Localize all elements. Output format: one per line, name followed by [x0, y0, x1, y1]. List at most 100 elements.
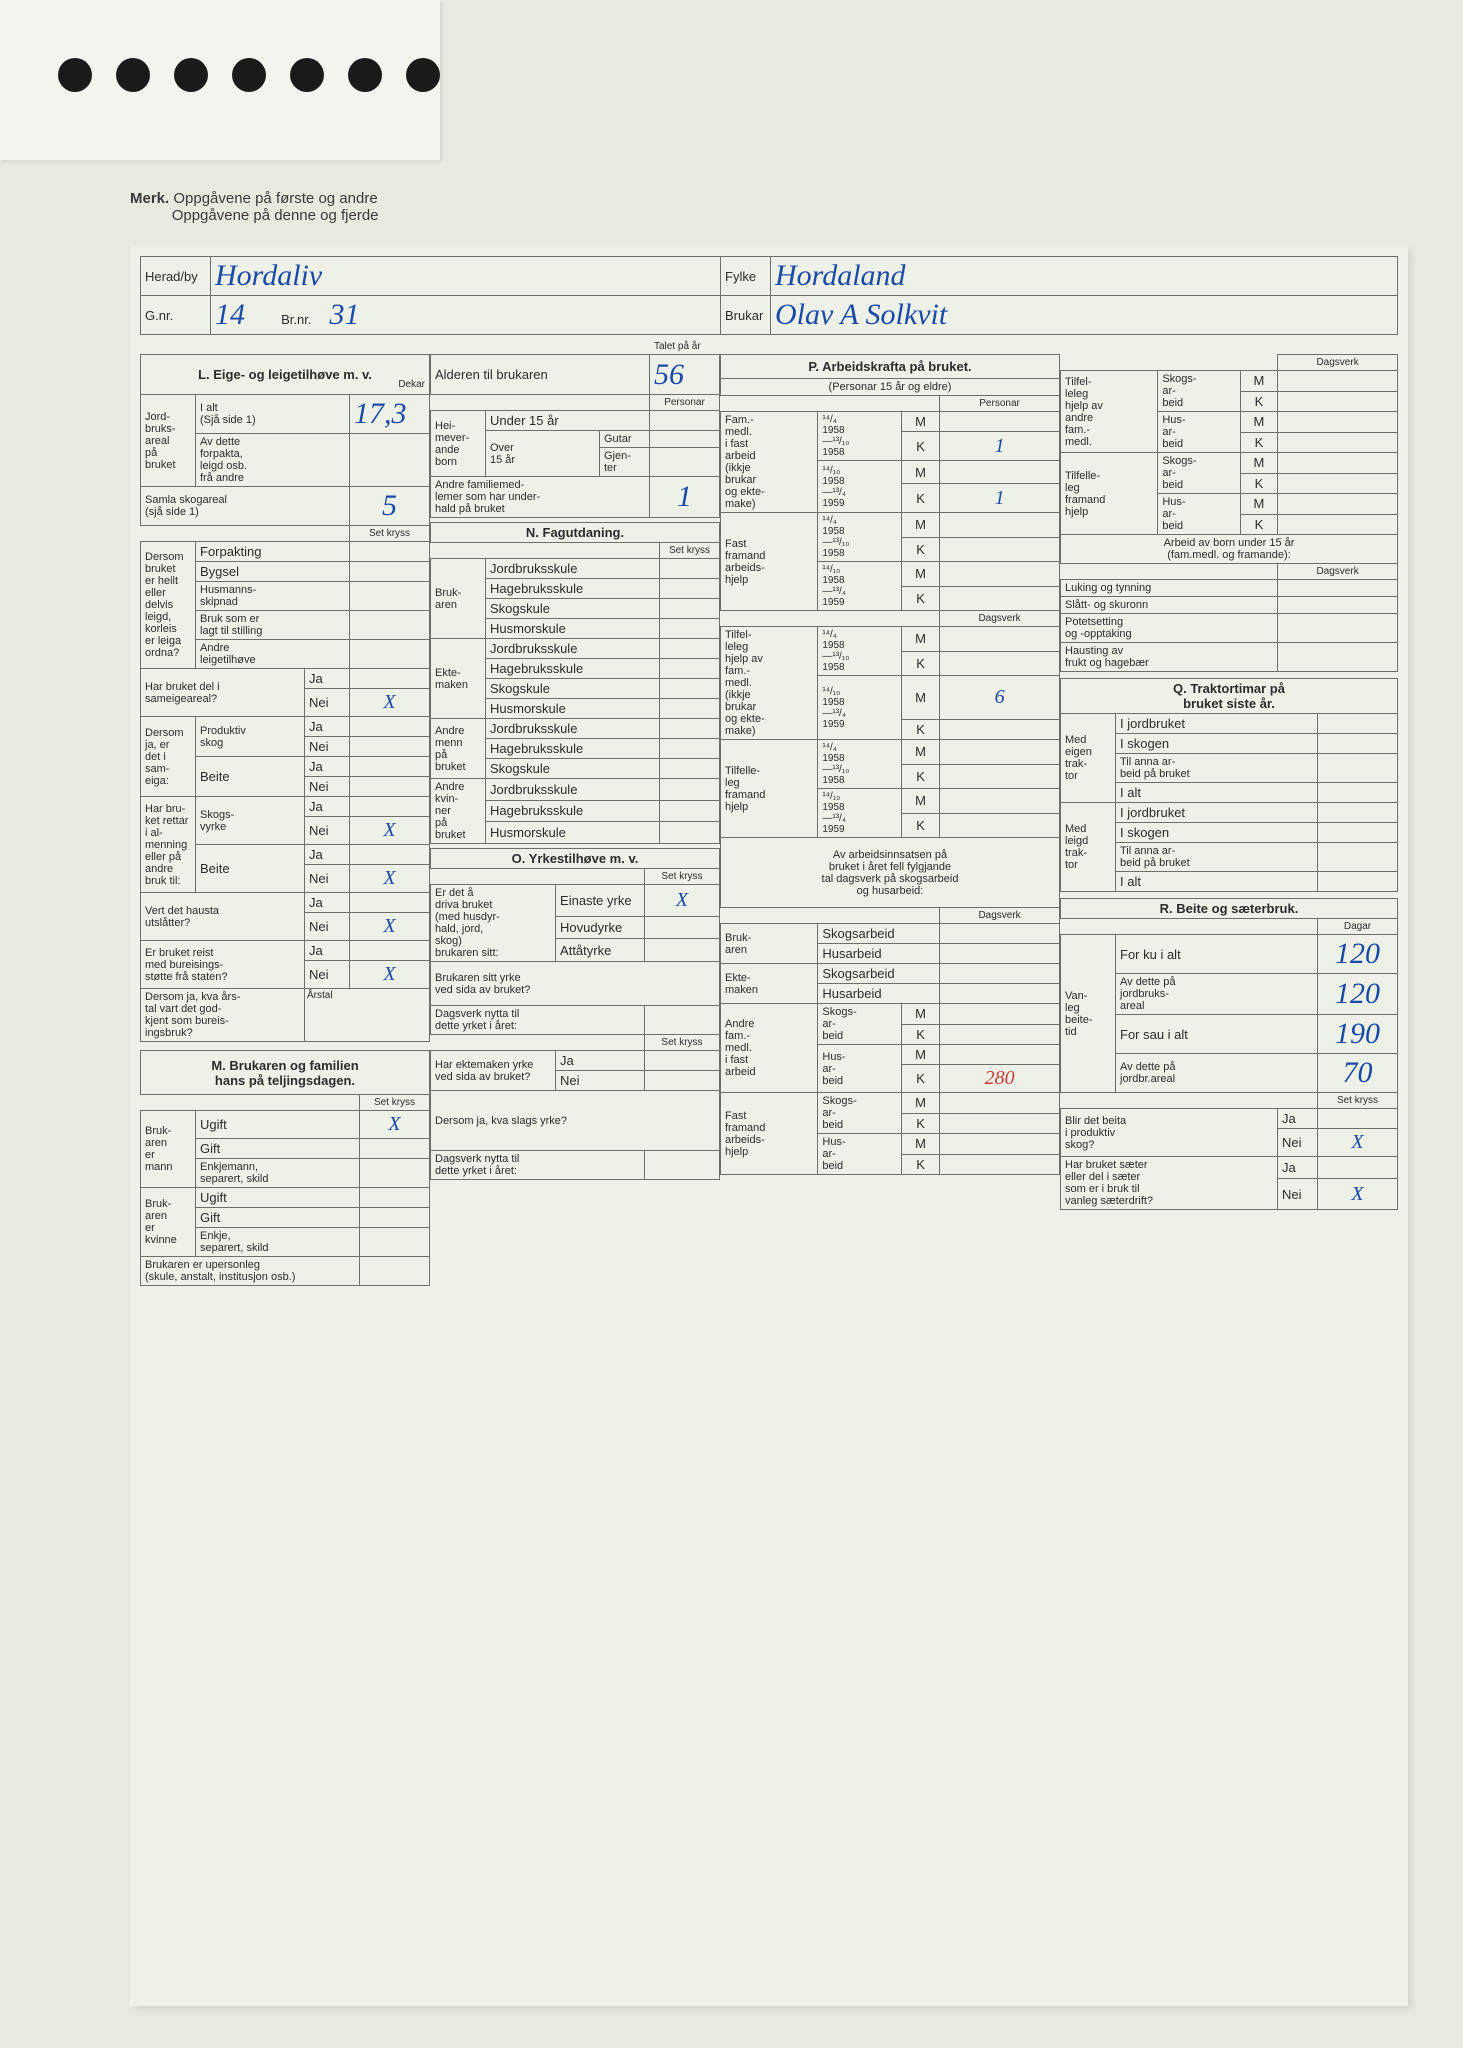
harbruk-label: Har bru- ket rettar i al- menning eller …: [141, 797, 196, 893]
einaste: Einaste yrke: [556, 885, 645, 917]
brnr-label: Br.nr.: [281, 312, 311, 327]
nei: Nei: [305, 961, 350, 989]
medleigd: Med leigd trak- tor: [1061, 803, 1116, 892]
andre-leige: Andre leigetilhøve: [196, 640, 350, 669]
husmor: Husmorskule: [486, 619, 660, 639]
gift: Gift: [196, 1139, 360, 1159]
P-subtitle: (Personar 15 år og eldre): [721, 379, 1060, 396]
andremenn: Andre menn på bruket: [431, 719, 486, 779]
herad-label: Herad/by: [141, 257, 211, 296]
brukar-label: Brukar: [721, 296, 771, 335]
M-title: M. Brukaren og familien hans på teljings…: [141, 1051, 430, 1095]
over15: Over 15 år: [486, 431, 600, 477]
hole-icon: [58, 58, 92, 92]
section-Q: Q. Traktortimar på bruket siste år. Med …: [1060, 678, 1398, 892]
herad-value: Hordaliv: [211, 257, 721, 296]
k280: 280: [940, 1065, 1060, 1093]
forpakting: Forpakting: [196, 542, 350, 562]
potet: Potetsetting og -opptaking: [1061, 614, 1278, 643]
m6: 6: [940, 676, 1060, 720]
bygsel: Bygsel: [196, 562, 350, 582]
nei: Nei: [305, 865, 350, 893]
jordbruk: Jordbruksskule: [486, 639, 660, 659]
einaste-x: X: [644, 885, 719, 917]
nei: Nei: [305, 777, 350, 797]
personar: Personar: [650, 395, 720, 411]
under15: Under 15 år: [486, 411, 650, 431]
husmor: Husmorskule: [486, 822, 660, 844]
nei-x: X: [350, 961, 430, 989]
ja: Ja: [556, 1051, 645, 1071]
skogsvyrke: Skogs- vyrke: [196, 797, 305, 845]
upersonleg: Brukaren er upersonleg (skule, anstalt, …: [141, 1257, 360, 1286]
sideyrke: Brukaren sitt yrke ved sida av bruket?: [431, 962, 720, 1006]
O-title: O. Yrkestilhøve m. v.: [431, 849, 720, 869]
ialt-value: 17,3: [354, 397, 407, 430]
luking: Luking og tynning: [1061, 580, 1278, 597]
ijord: I jordbruket: [1116, 714, 1318, 734]
slatt: Slått- og skuronn: [1061, 597, 1278, 614]
nei: Nei: [305, 913, 350, 941]
setkryss: Set kryss: [644, 1035, 719, 1051]
tilanna: Til anna ar- beid på bruket: [1116, 754, 1318, 783]
avdette-value: [350, 434, 430, 487]
nei-x: X: [350, 913, 430, 941]
brukaren: Bruk- aren: [431, 559, 486, 639]
nei-x: X: [350, 689, 430, 717]
nei-x: X: [350, 817, 430, 845]
atta: Attåtyrke: [556, 939, 645, 962]
ektemak-q: Har ektemaken yrke ved sida av bruket?: [431, 1051, 556, 1091]
nei: Nei: [305, 689, 350, 717]
sameige-q: Har bruket del i sameigeareal?: [141, 669, 305, 717]
fylke-label: Fylke: [721, 257, 771, 296]
merk-label: Merk.: [130, 190, 169, 207]
gift: Gift: [196, 1208, 360, 1228]
andre-val: 1: [650, 477, 720, 518]
verthausta: Vert det hausta utslåtter?: [141, 893, 305, 941]
forsau-v: 190: [1318, 1015, 1398, 1054]
hovud: Hovudyrke: [556, 916, 645, 939]
beite: Beite: [196, 757, 305, 797]
tilf2-label: Tilfelle- leg framand hjelp: [721, 740, 818, 838]
personar: Personar: [940, 396, 1060, 412]
brukar-value: Olav A Solkvit: [771, 296, 1398, 335]
avdette-j2: Av dette på jordbr.areal: [1116, 1054, 1318, 1093]
ja: Ja: [305, 669, 350, 689]
section-P: P. Arbeidskrafta på bruket. (Personar 15…: [720, 354, 1060, 1175]
nei-x2: X: [1318, 1179, 1398, 1210]
erbruket: Er bruket reist med bureisings- støtte f…: [141, 941, 305, 989]
ja: Ja: [305, 941, 350, 961]
hagebruk: Hagebruksskule: [486, 800, 660, 822]
prodskog: Produktiv skog: [196, 717, 305, 757]
K: K: [902, 432, 940, 461]
husarbeid: Husarbeid: [818, 944, 940, 964]
brukaren: Bruk- aren: [721, 924, 818, 964]
merk-note: Merk. Oppgåvene på første og andre Oppgå…: [130, 190, 379, 224]
ja: Ja: [305, 797, 350, 817]
forku: For ku i alt: [1116, 935, 1318, 974]
enkjemann: Enkjemann, separert, skild: [196, 1159, 360, 1188]
hagebruk: Hagebruksskule: [486, 579, 660, 599]
skogskule: Skogskule: [486, 599, 660, 619]
column-2: Alderen til brukaren Talet på år 56 Pers…: [430, 354, 720, 1180]
beite: Beite: [196, 845, 305, 893]
dagsverk-q2: Dagsverk nytta til dette yrket i året:: [431, 1151, 645, 1180]
ugift: Ugift: [196, 1111, 360, 1139]
dagar: Dagar: [1318, 919, 1398, 935]
tilf-fam: Tilfel- leleg hjelp av andre fam.- medl.: [1061, 371, 1158, 453]
merk-line-2: Oppgåvene på denne og fjerde: [172, 207, 379, 224]
dagsverk: Dagsverk: [940, 908, 1060, 924]
jordbruk: Jordbruksskule: [486, 779, 660, 801]
heime: Hei- mever- ande born: [431, 411, 486, 477]
iskog: I skogen: [1116, 734, 1318, 754]
husmanns: Husmanns- skipnad: [196, 582, 350, 611]
dagsverk: Dagsverk: [940, 611, 1060, 627]
ugift-x: X: [360, 1111, 430, 1139]
hole-icon: [116, 58, 150, 92]
avarb: Av arbeidsinnsatsen på bruket i året fel…: [721, 838, 1060, 908]
fam-label: Fam.- medl. i fast arbeid (ikkje brukar …: [721, 412, 818, 513]
alder-title: Alderen til brukaren: [431, 355, 650, 395]
avdette-label: Av dette forpakta, leigd osb. frå andre: [196, 434, 350, 487]
gjenter: Gjen- ter: [600, 448, 650, 477]
skogskule: Skogskule: [486, 679, 660, 699]
